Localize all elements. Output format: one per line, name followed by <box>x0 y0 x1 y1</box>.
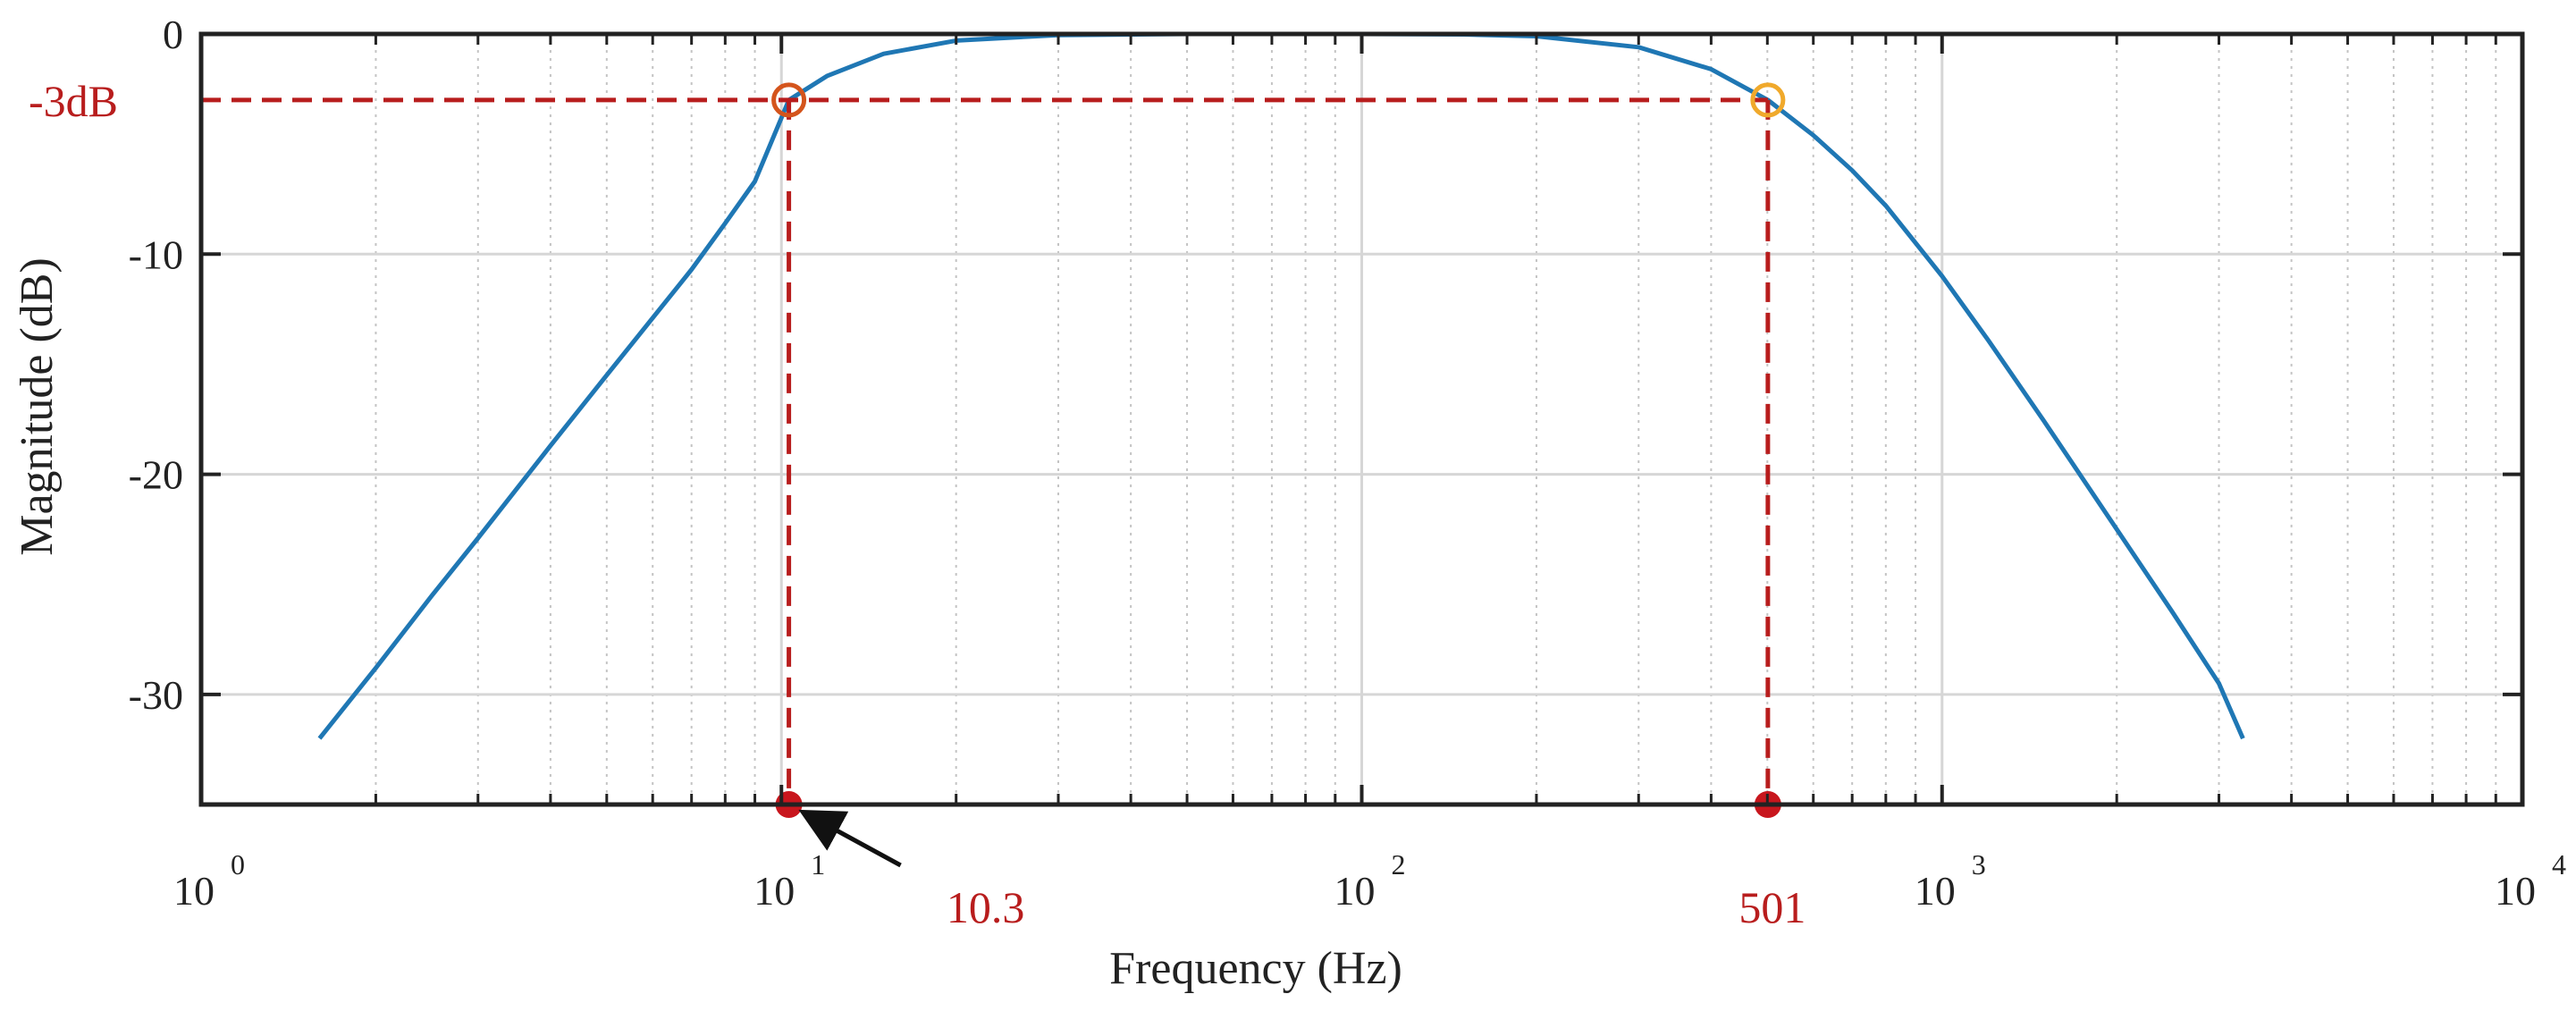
x-tick-label: 10 <box>753 868 795 914</box>
arrow <box>798 809 902 868</box>
level-annotation-label: -3dB <box>29 76 118 126</box>
y-tick-label: -20 <box>129 452 183 498</box>
annotation-group <box>201 82 1786 868</box>
x-tick-label: 10 <box>1915 868 1956 914</box>
x-tick-exponent: 0 <box>231 848 245 880</box>
x-tick-exponent: 1 <box>811 848 825 880</box>
cutoff-marker <box>1750 82 1786 118</box>
x-tick-exponent: 4 <box>2552 848 2566 880</box>
axes <box>198 31 2525 807</box>
series-line <box>317 31 2245 740</box>
cutoff-marker <box>771 82 807 118</box>
tick-labels: 10.3 501 10 0 10 1 10 2 10 3 10 4 0 -10 -20 -30 <box>129 12 2566 932</box>
x-tick-label: 10 <box>173 868 215 914</box>
y-axis-title: Magnitude (dB) <box>12 257 63 556</box>
y-tick-label: 0 <box>163 12 183 57</box>
cutoff-label: 501 <box>1738 882 1806 932</box>
y-tick-label: -10 <box>129 232 183 277</box>
x-tick-label: 10 <box>2495 868 2536 914</box>
y-tick-label: -30 <box>129 672 183 718</box>
cutoff-label: 10.3 <box>947 882 1025 932</box>
x-tick-label: 10 <box>1334 868 1376 914</box>
grid <box>199 32 2524 805</box>
x-tick-exponent: 3 <box>1972 848 1986 880</box>
series-line-group <box>317 31 2245 740</box>
x-tick-exponent: 2 <box>1392 848 1406 880</box>
x-axis-title: Frequency (Hz) <box>1109 943 1402 994</box>
